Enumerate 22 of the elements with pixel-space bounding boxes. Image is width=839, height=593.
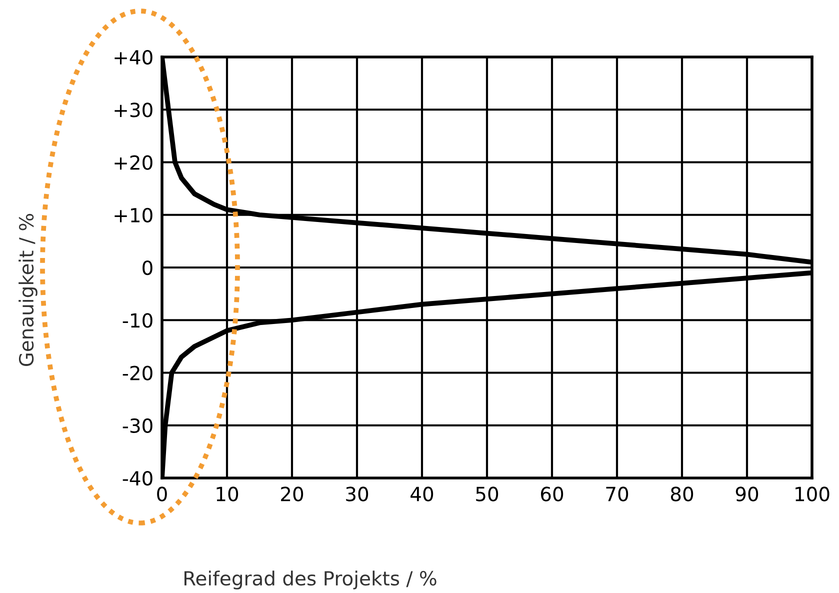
y-tick-label: +10 — [114, 208, 152, 223]
y-tick-label: +30 — [114, 102, 152, 118]
y-tick-label: -20 — [122, 366, 152, 380]
y-tick-label: -40 — [122, 470, 152, 486]
x-tick-label: 90 — [736, 486, 758, 502]
y-tick-label: -30 — [122, 418, 152, 434]
x-axis-title: Reifegrad des Projekts / % — [184, 570, 436, 590]
x-tick-label: 100 — [796, 486, 830, 502]
x-tick-label: 50 — [476, 486, 498, 502]
x-tick-label: 0 — [157, 486, 167, 502]
x-tick-label: 10 — [216, 486, 238, 502]
x-tick-label: 80 — [670, 486, 694, 502]
y-axis-title: Genauigkeit / % — [18, 214, 38, 366]
x-tick-label: 60 — [540, 486, 564, 502]
x-tick-label: 70 — [606, 486, 628, 502]
x-tick-label: 30 — [346, 486, 368, 502]
x-tick-label: 40 — [410, 486, 434, 502]
y-tick-label: +40 — [114, 50, 152, 65]
y-tick-label: 0 — [142, 260, 152, 276]
y-tick-label: +20 — [114, 155, 152, 170]
y-tick-label: -10 — [122, 313, 152, 328]
x-tick-label: 20 — [281, 486, 304, 502]
